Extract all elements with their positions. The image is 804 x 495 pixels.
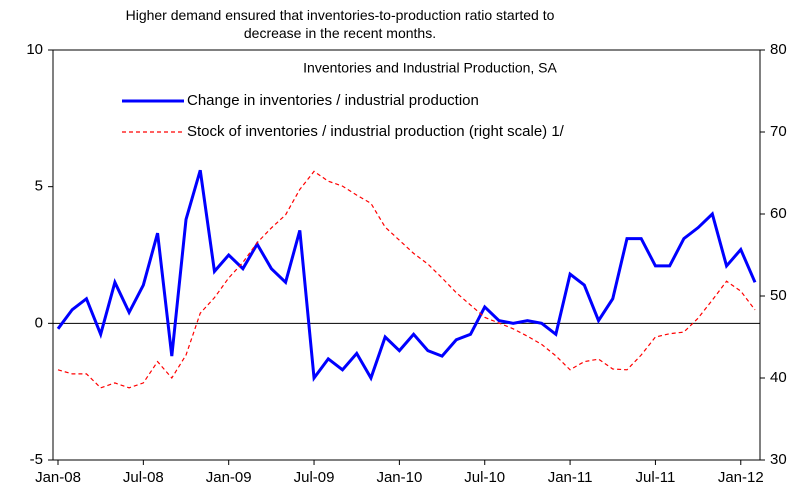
y2-tick-label: 70 — [770, 123, 787, 140]
y-tick-label: -5 — [30, 451, 43, 468]
x-tick-label: Jul-11 — [636, 469, 676, 486]
x-tick-label: Jul-09 — [294, 469, 335, 486]
x-tick-label: Jan-10 — [376, 469, 422, 486]
plot-frame — [52, 49, 761, 461]
y-tick-label: 0 — [35, 314, 43, 331]
chart-subtitle: Inventories and Industrial Production, S… — [303, 60, 557, 76]
x-tick-label: Jul-10 — [464, 469, 505, 486]
legend-label: Stock of inventories / industrial produc… — [187, 123, 565, 140]
y2-tick-label: 30 — [770, 451, 787, 468]
y2-tick-label: 80 — [770, 41, 787, 58]
x-tick-label: Jan-08 — [35, 469, 81, 486]
legend-label: Change in inventories / industrial produ… — [187, 92, 479, 109]
y-tick-label: 5 — [35, 178, 43, 195]
x-tick-label: Jan-11 — [548, 469, 593, 486]
y2-tick-label: 60 — [770, 205, 787, 222]
y2-tick-label: 50 — [770, 287, 787, 304]
series-line — [56, 169, 757, 383]
y2-tick-label: 40 — [770, 369, 787, 386]
x-tick-label: Jan-09 — [206, 469, 252, 486]
x-tick-label: Jan-12 — [718, 469, 764, 486]
chart-title: Higher demand ensured that inventories-t… — [125, 7, 555, 41]
y-tick-label: 10 — [26, 41, 43, 58]
x-tick-label: Jul-08 — [123, 469, 164, 486]
